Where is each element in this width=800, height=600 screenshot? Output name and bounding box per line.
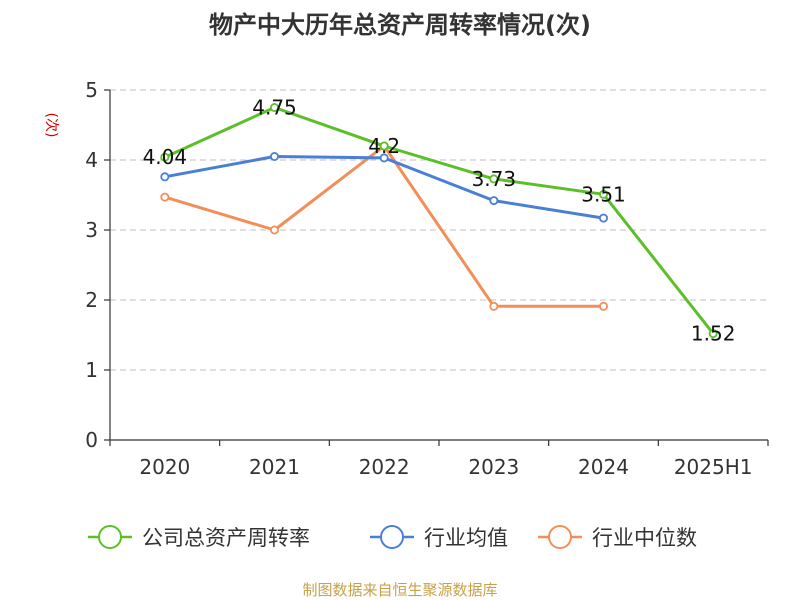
legend-marker xyxy=(98,525,122,549)
y-tick-label: 0 xyxy=(85,428,98,452)
series-line xyxy=(164,106,715,335)
data-label: 4.04 xyxy=(143,145,188,169)
y-tick-label: 3 xyxy=(85,218,98,242)
data-point xyxy=(269,103,279,113)
legend-item: 行业均值 xyxy=(370,525,508,550)
series-0 xyxy=(160,103,718,339)
data-label: 1.52 xyxy=(691,322,736,346)
legend-marker xyxy=(548,525,572,549)
x-tick-label: 2024 xyxy=(578,455,629,479)
data-point xyxy=(379,141,389,151)
data-point xyxy=(269,151,279,161)
legend-item: 公司总资产周转率 xyxy=(88,525,310,550)
legend-item: 行业中位数 xyxy=(538,525,697,550)
x-tick-label: 2025H1 xyxy=(674,455,753,479)
series-2 xyxy=(160,141,609,311)
y-axis-label: (次) xyxy=(43,113,59,138)
data-point xyxy=(599,301,609,311)
data-point xyxy=(489,301,499,311)
y-tick-label: 4 xyxy=(85,148,98,172)
legend-marker xyxy=(380,525,404,549)
data-point xyxy=(489,196,499,206)
legend-label: 公司总资产周转率 xyxy=(142,526,310,550)
data-label: 3.51 xyxy=(581,182,626,206)
x-tick-label: 2020 xyxy=(139,455,190,479)
data-label: 4.75 xyxy=(252,96,297,120)
source-note: 制图数据来自恒生聚源数据库 xyxy=(302,581,497,599)
data-label: 4.2 xyxy=(368,134,400,158)
series-line xyxy=(164,144,604,308)
series xyxy=(160,103,718,339)
data-point xyxy=(599,213,609,223)
data-point xyxy=(599,189,609,199)
x-tick-label: 2022 xyxy=(359,455,410,479)
grid xyxy=(110,89,768,371)
data-point xyxy=(708,329,718,339)
data-labels: 4.04 4.75 4.2 3.73 3.51 1.52 xyxy=(143,96,736,346)
data-point xyxy=(379,153,389,163)
series-line xyxy=(164,155,604,220)
chart-title: 物产中大历年总资产周转率情况(次) xyxy=(209,11,591,39)
data-point xyxy=(160,192,170,202)
x-tick-label: 2021 xyxy=(249,455,300,479)
y-tick-label: 1 xyxy=(85,358,98,382)
axes: 0 1 2 3 4 5 2020 2021 2022 2023 2024 2025H1 xyxy=(85,78,769,479)
data-point xyxy=(160,172,170,182)
series-1 xyxy=(160,151,609,223)
data-point xyxy=(160,152,170,162)
x-tick-label: 2023 xyxy=(468,455,519,479)
legend-label: 行业中位数 xyxy=(592,526,697,550)
y-tick-label: 2 xyxy=(85,288,98,312)
data-point xyxy=(269,225,279,235)
legend-label: 行业均值 xyxy=(424,526,508,550)
legend: 公司总资产周转率 行业均值 行业中位数 xyxy=(88,525,697,550)
data-label: 3.73 xyxy=(472,167,517,191)
data-point xyxy=(489,174,499,184)
y-tick-label: 5 xyxy=(85,78,98,102)
